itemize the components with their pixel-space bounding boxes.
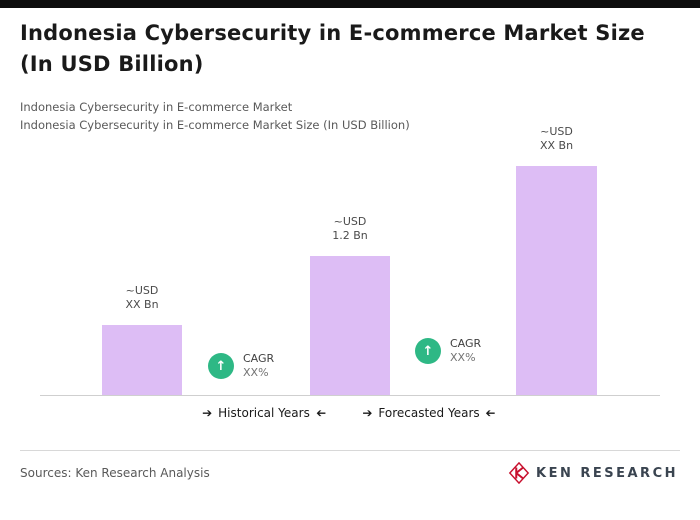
chart-subtitle: Indonesia Cybersecurity in E-commerce Ma… (20, 98, 660, 134)
chart-subtitle-line2: Indonesia Cybersecurity in E-commerce Ma… (20, 118, 410, 132)
bar-value-label-line2: XX Bn (539, 139, 574, 152)
cagr-badge-forecast: ↑ CAGR XX% (415, 337, 481, 365)
page-title: Indonesia Cybersecurity in E-commerce Ma… (20, 18, 684, 80)
legend-forecasted-years: ➔ Forecasted Years ➔ (362, 406, 495, 420)
right-arrow-icon: ➔ (202, 406, 213, 420)
bar-base-year (310, 256, 390, 395)
up-arrow-icon: ↑ (415, 338, 441, 364)
chart-subtitle-line1: Indonesia Cybersecurity in E-commerce Ma… (20, 100, 293, 114)
bar-value-label: ~USD XX Bn (125, 284, 158, 312)
bar-value-label-line2: XX Bn (125, 298, 159, 311)
footer-divider (20, 450, 680, 451)
page-title-line1: Indonesia Cybersecurity in E-commerce Ma… (20, 21, 645, 45)
cagr-label: CAGR (243, 352, 275, 365)
up-arrow-glyph: ↑ (422, 343, 434, 359)
ken-research-logo-text: KEN RESEARCH (536, 465, 678, 481)
page-title-line2: (In USD Billion) (20, 52, 204, 76)
left-arrow-icon: ➔ (485, 406, 496, 420)
cagr-value: XX% (450, 351, 476, 364)
axis-legend: ➔ Historical Years ➔ ➔ Forecasted Years … (40, 406, 660, 430)
up-arrow-glyph: ↑ (215, 358, 227, 374)
bar-value-label: ~USD XX Bn (540, 125, 573, 153)
bar-group-base-year: ~USD 1.2 Bn (310, 125, 390, 395)
bar-value-label-line1: ~USD (125, 284, 159, 297)
cagr-value: XX% (243, 366, 269, 379)
legend-label: Historical Years (218, 406, 310, 420)
top-accent-bar (0, 0, 700, 8)
bar-historical (102, 325, 182, 395)
cagr-label: CAGR (450, 337, 482, 350)
bar-value-label: ~USD 1.2 Bn (332, 215, 368, 243)
bar-chart: ~USD XX Bn ~USD 1.2 Bn ~USD XX Bn ↑ CAGR… (40, 125, 660, 396)
legend-historical-years: ➔ Historical Years ➔ (202, 406, 326, 420)
bar-value-label-line1: ~USD (333, 215, 367, 228)
bar-forecast (516, 166, 597, 395)
bar-group-forecast: ~USD XX Bn (516, 125, 597, 395)
cagr-text: CAGR XX% (450, 337, 481, 365)
sources-text: Sources: Ken Research Analysis (20, 466, 210, 480)
bar-value-label-line2: 1.2 Bn (332, 229, 368, 242)
cagr-badge-historical: ↑ CAGR XX% (208, 352, 274, 380)
cagr-text: CAGR XX% (243, 352, 274, 380)
ken-research-logo: KEN RESEARCH (508, 462, 678, 484)
ken-research-logo-icon (508, 462, 530, 484)
legend-label: Forecasted Years (378, 406, 480, 420)
right-arrow-icon: ➔ (362, 406, 373, 420)
left-arrow-icon: ➔ (315, 406, 326, 420)
bar-group-historical: ~USD XX Bn (102, 125, 182, 395)
bar-value-label-line1: ~USD (540, 125, 573, 138)
up-arrow-icon: ↑ (208, 353, 234, 379)
